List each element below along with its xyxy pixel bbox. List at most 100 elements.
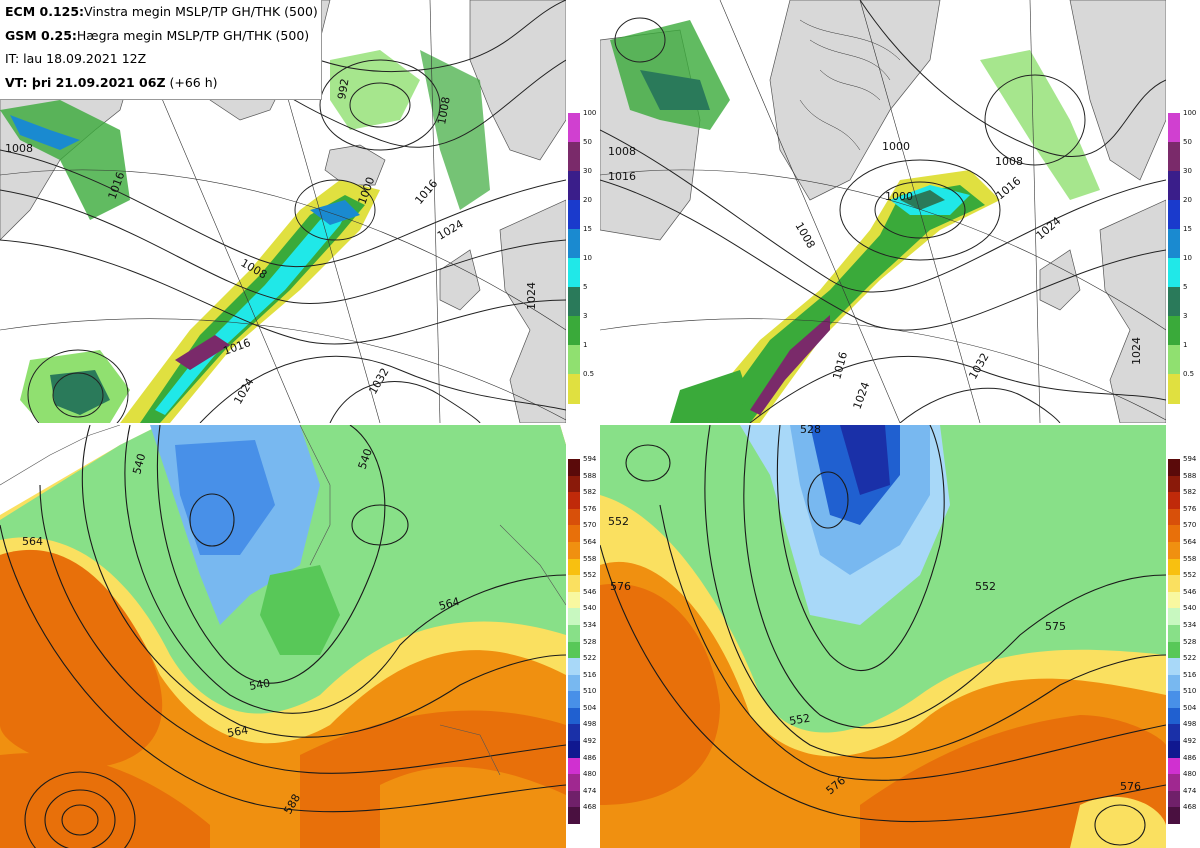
isohypse-label: 564 [226,724,249,740]
isohypse-label: 540 [130,452,148,476]
colorbar-tick-label: 474 [583,786,597,795]
colorbar-swatch [568,229,580,259]
colorbar-tick-label: 15 [583,225,592,233]
isohypse-label: 552 [608,515,629,528]
colorbar-swatch [1168,624,1180,642]
colorbar-tick-label: 588 [1183,471,1197,480]
colorbar-swatch [568,591,580,609]
colorbar-swatch [1168,374,1180,404]
isohypse-label: 552 [788,712,811,728]
colorbar-swatch [1168,757,1180,775]
precip-colorbar-left: 100 50 30 20 15 10 5 3 1 0.5 [568,109,602,404]
colorbar-tick-label: 498 [583,720,597,729]
colorbar-swatch [1168,658,1180,676]
colorbar-tick-label: 564 [583,537,597,546]
colorbar-tick-label: 1 [583,341,588,349]
colorbar-tick-label: 10 [1183,254,1192,262]
colorbar-tick-label: 50 [1183,138,1192,146]
thickness-fill [0,425,566,848]
isohypse-label: 552 [975,580,996,593]
colorbar-swatch [568,608,580,626]
colorbar-tick-label: 552 [1183,571,1197,580]
colorbar-swatch [568,807,580,825]
colorbar-swatch [568,316,580,346]
colorbar-swatch [568,658,580,676]
colorbar-swatch [1168,508,1180,526]
isobar-label: 1008 [608,145,636,158]
colorbar-tick-label: 540 [1183,604,1197,613]
colorbar-tick-label: 1 [1183,341,1188,349]
graticule [600,0,1166,423]
colorbar-swatch [568,757,580,775]
colorbar-swatch [1168,287,1180,317]
isohypse-label: 528 [800,425,821,436]
isobar-label: 992 [335,78,351,101]
colorbar-swatch [568,624,580,642]
colorbar-tick-label: 558 [583,554,597,563]
isohypses [600,425,1166,846]
colorbar-swatch [1168,608,1180,626]
colorbar-tick-label: 576 [583,504,597,513]
model-2-label: GSM 0.25: [5,27,77,43]
colorbar-swatch [1168,345,1180,375]
isobar-label: 1008 [995,155,1023,168]
colorbar-swatch [568,374,580,404]
colorbar-tick-label: 510 [583,687,597,696]
colorbar-tick-label: 30 [1183,167,1192,175]
colorbar-tick-label: 492 [1183,737,1197,746]
colorbar-tick-label: 582 [1183,488,1197,497]
colorbar-tick-label: 498 [1183,720,1197,729]
colorbar-swatch [1168,459,1180,477]
colorbar-tick-label: 3 [1183,312,1188,320]
colorbar-tick-label: 564 [1183,537,1197,546]
colorbar-swatch [1168,475,1180,493]
colorbar-swatch [568,558,580,576]
precip-colorbar-right: 100 50 30 20 15 10 5 3 1 0.5 [1168,109,1200,404]
colorbar-swatch [568,459,580,477]
thickness-colorbar-left: 594 588 582 576 570 564 558 552 546 540 534 528 522 5… [568,455,602,825]
colorbar-swatch [568,113,580,143]
gsm-mslp-precip-map: 1000 1008 1016 1008 1000 1008 1016 1024 … [600,0,1166,423]
model-2-desc: Hægra megin MSLP/TP GH/THK (500) [76,27,310,43]
isobar-label: 1000 [885,190,913,203]
isohypse-label: 564 [437,595,461,613]
colorbar-swatch [1168,541,1180,560]
colorbar-swatch [568,508,580,526]
colorbar-tick-label: 0.5 [583,370,595,378]
colorbar-tick-label: 522 [583,654,597,663]
colorbar-tick-label: 480 [1183,770,1197,779]
colorbar-tick-label: 534 [1183,620,1197,629]
colorbar-swatch [1168,691,1180,709]
colorbar-swatch [1168,807,1180,825]
lead-time: (+66 h) [165,74,218,90]
colorbar-swatch [568,287,580,317]
colorbar-swatch [1168,790,1180,808]
topography-lines [799,19,901,151]
precip-band [0,50,490,423]
colorbar-tick-label: 100 [1183,109,1197,117]
isohypse-label: 576 [1120,780,1141,793]
colorbar-swatch [568,741,580,759]
colorbar-tick-label: 3 [583,312,588,320]
forecast-info-box: ECM 0.125:Vinstra megin MSLP/TP GH/THK (… [0,0,322,100]
colorbar-tick-label: 474 [1183,786,1197,795]
thickness-fill [600,425,1166,848]
colorbar-swatch [1168,575,1180,593]
isobar-label: 1000 [882,140,910,153]
colorbar-tick-label: 546 [583,587,597,596]
colorbar-tick-label: 558 [1183,554,1197,563]
colorbar-tick-label: 528 [1183,637,1197,646]
isohypse-label: 575 [1045,620,1066,633]
colorbar-tick-label: 492 [583,737,597,746]
colorbar-tick-label: 486 [583,753,597,762]
colorbar-swatch [568,674,580,692]
model-1-label: ECM 0.125: [5,4,85,19]
isobar-label: 1024 [525,282,538,310]
colorbar-swatch [568,707,580,725]
colorbar-tick-label: 576 [1183,504,1197,513]
colorbar-tick-label: 594 [1183,455,1197,463]
colorbar-swatch [1168,558,1180,576]
colorbar-tick-label: 570 [1183,521,1197,530]
isohypses [0,425,566,848]
colorbar-tick-label: 20 [583,196,592,204]
